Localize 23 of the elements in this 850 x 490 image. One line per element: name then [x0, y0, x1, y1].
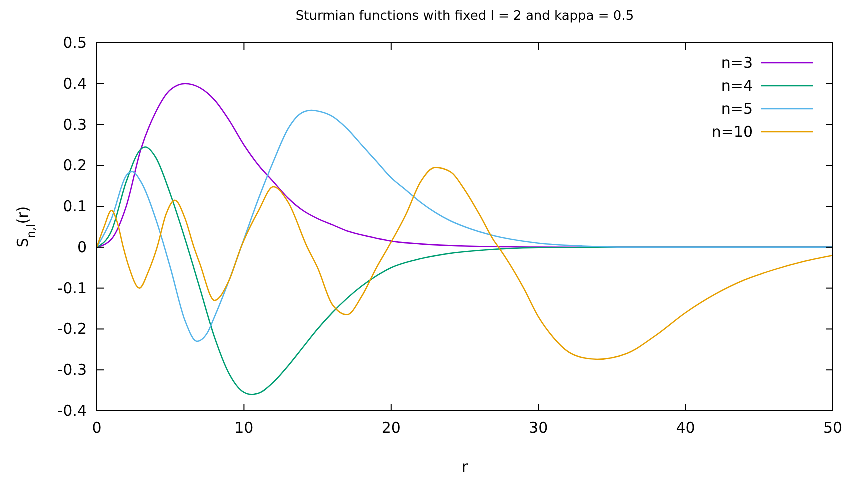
x-tick-label: 20: [382, 419, 401, 437]
y-tick-label: 0.4: [63, 74, 87, 93]
y-tick-label: 0.3: [63, 116, 87, 134]
x-tick-label: 10: [234, 419, 254, 437]
x-tick-label: 30: [529, 419, 548, 437]
legend-label: n=5: [721, 100, 753, 118]
legend-label: n=3: [721, 54, 753, 72]
y-tick-label: 0.1: [63, 198, 87, 216]
x-tick-label: 0: [92, 419, 102, 437]
legend-label: n=10: [712, 123, 753, 141]
y-tick-label: -0.1: [58, 279, 87, 298]
x-axis-title: r: [462, 458, 469, 476]
y-tick-label: 0: [77, 238, 87, 256]
y-tick-label: 0.5: [63, 34, 87, 52]
x-tick-label: 40: [676, 419, 696, 437]
legend-label: n=4: [721, 77, 753, 95]
y-tick-label: -0.3: [58, 361, 87, 380]
chart-title: Sturmian functions with fixed l = 2 and kappa = 0.5: [296, 9, 634, 24]
line-series: [96, 167, 834, 360]
x-tick-label: 50: [823, 419, 843, 437]
y-tick-label: 0.2: [63, 156, 87, 175]
y-tick-label: -0.4: [58, 402, 87, 420]
y-tick-label: -0.2: [58, 320, 87, 338]
